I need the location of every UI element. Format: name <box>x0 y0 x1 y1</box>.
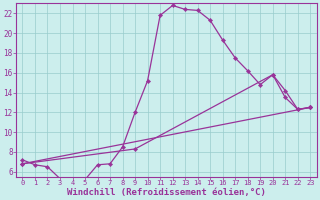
X-axis label: Windchill (Refroidissement éolien,°C): Windchill (Refroidissement éolien,°C) <box>67 188 266 197</box>
